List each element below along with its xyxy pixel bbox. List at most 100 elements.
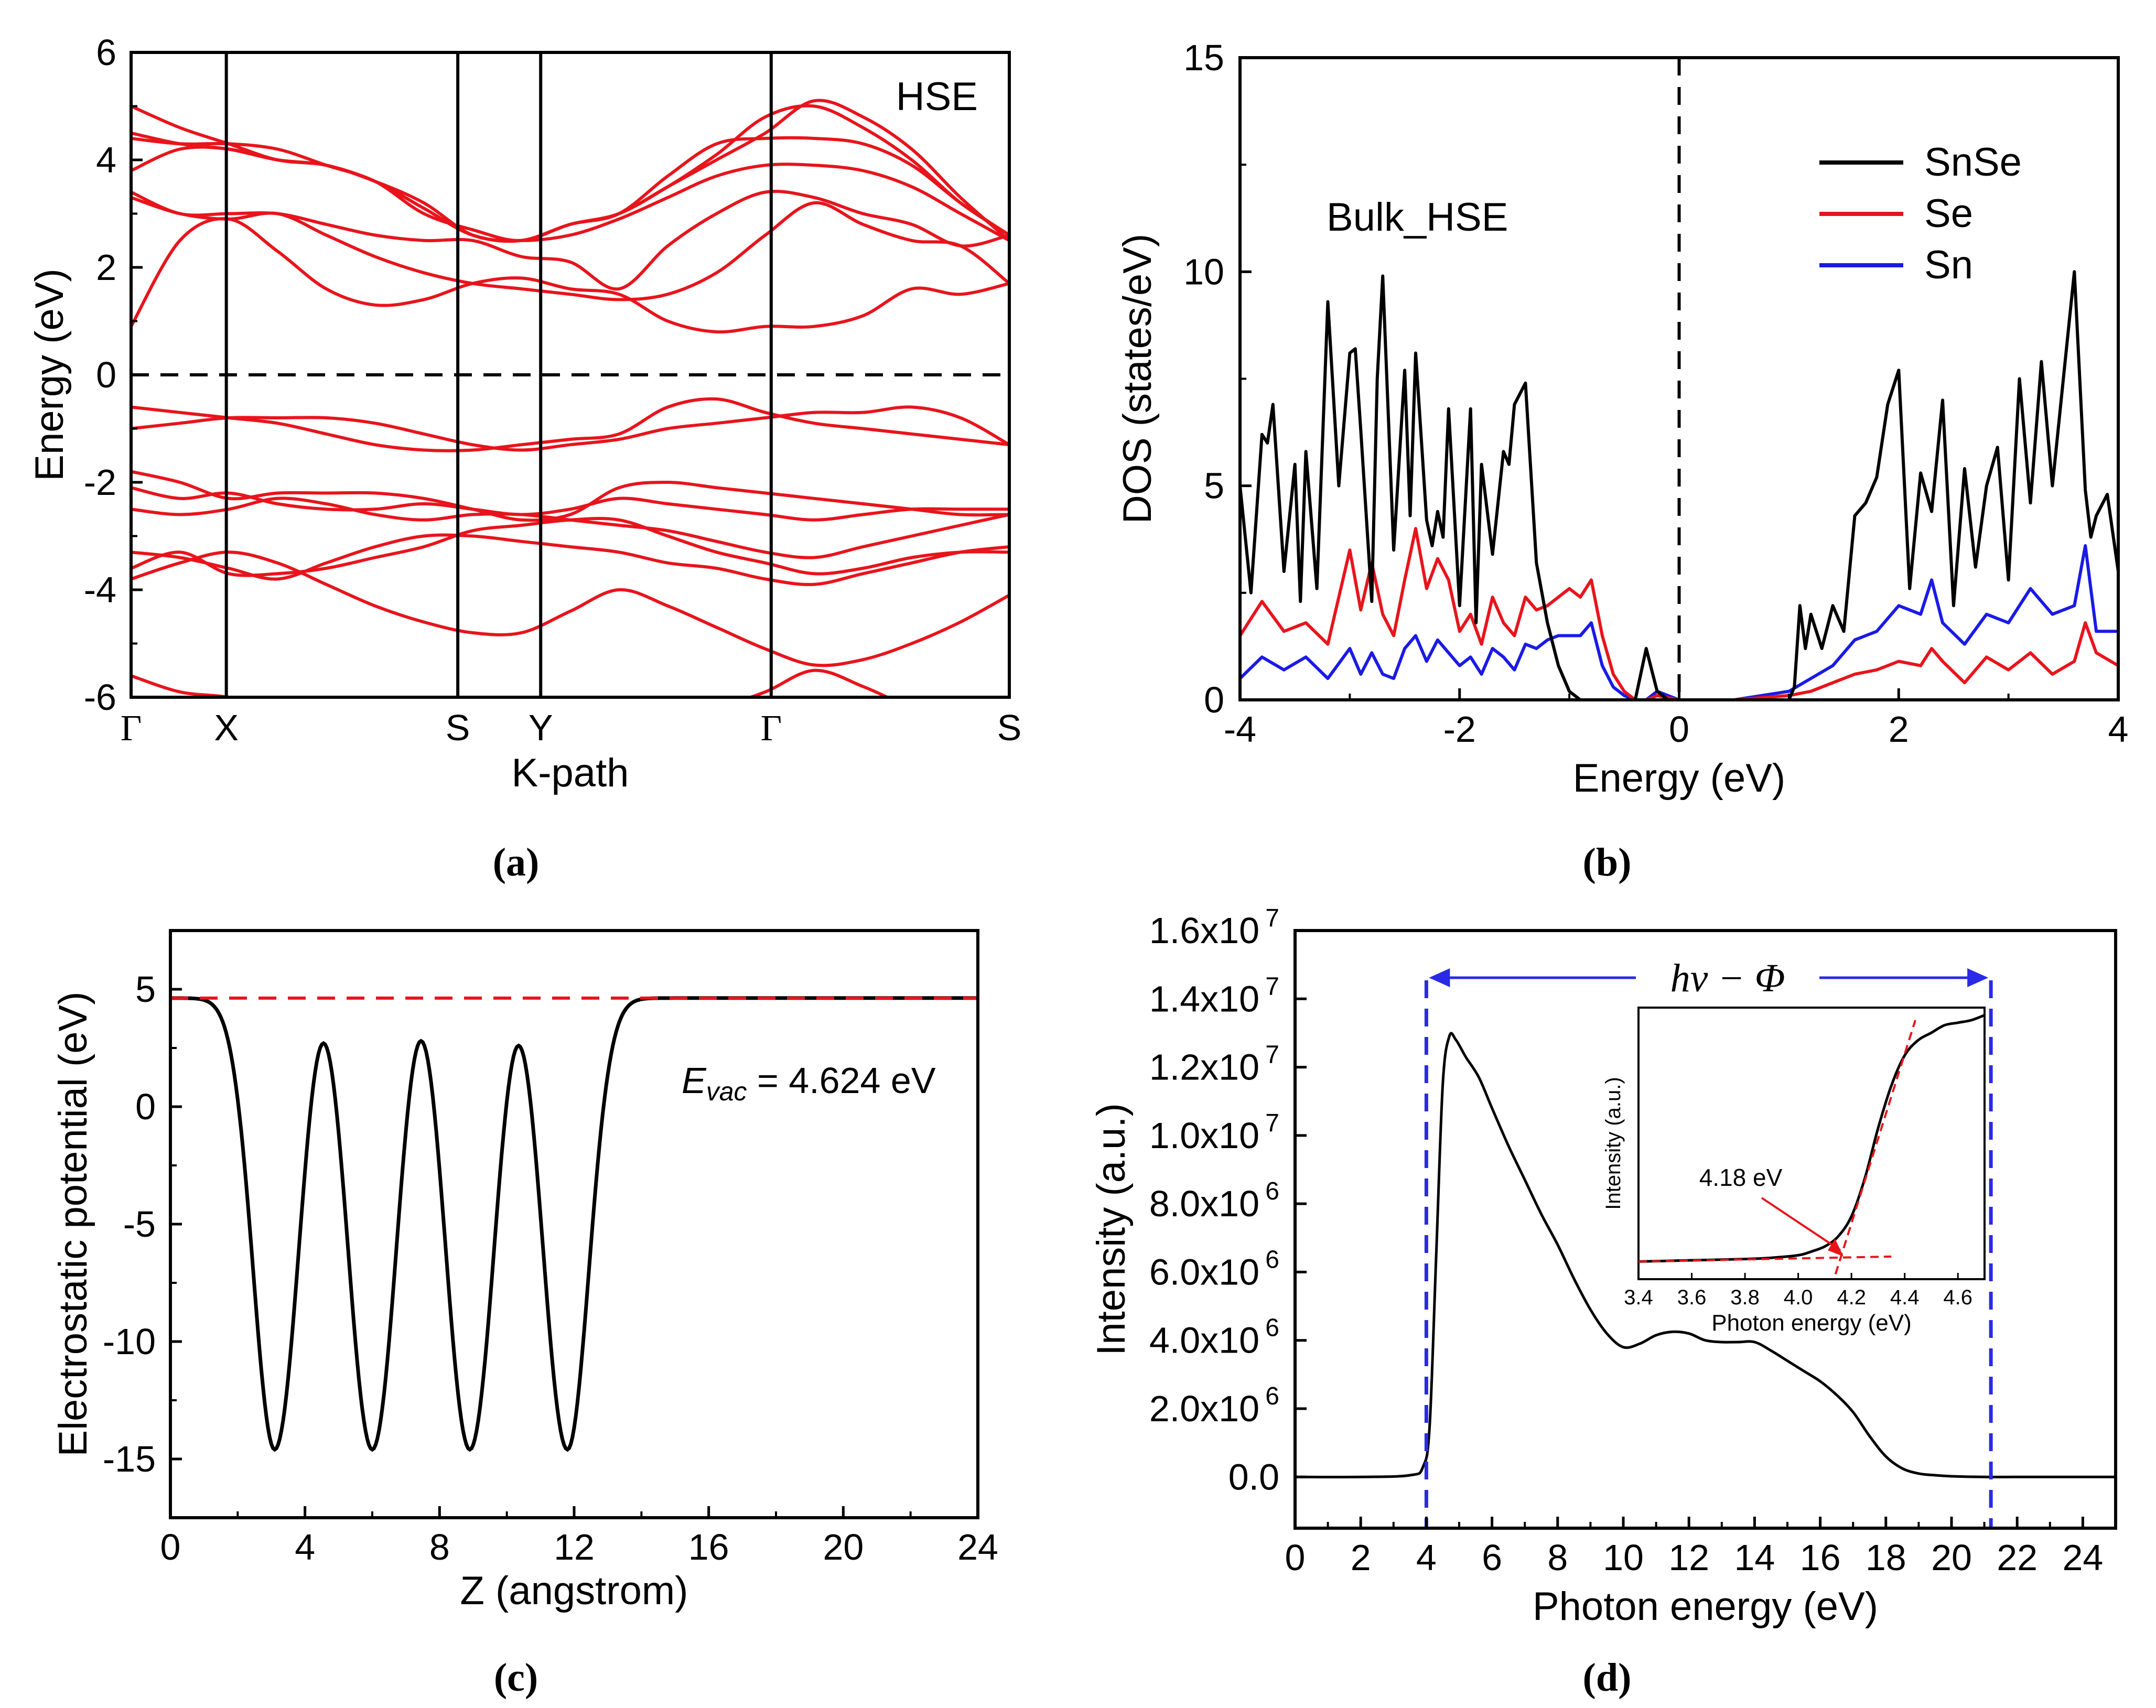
band-line-3 [131, 533, 1009, 587]
ytick-label-b: 5 [1204, 466, 1224, 506]
xtick-label-d: 10 [1603, 1537, 1644, 1578]
kpoint-label-5: S [997, 707, 1022, 748]
ytick-label-b: 15 [1183, 37, 1224, 78]
series-snse [1240, 270, 2118, 700]
ytick-label-b: 0 [1204, 679, 1224, 720]
ytick-label-d: 4.0x10 [1149, 1320, 1259, 1361]
xtick-label-c: 16 [688, 1527, 729, 1568]
xtick-label-d: 4 [1416, 1537, 1437, 1578]
legend-label-se: Se [1924, 191, 1973, 236]
inset-annotation-arrow [1761, 1197, 1841, 1251]
y-axis-title-b: DOS (states/eV) [1115, 234, 1160, 524]
xtick-label-d: 14 [1734, 1537, 1775, 1578]
band-line-4 [131, 496, 1009, 559]
band-line-7 [131, 405, 1009, 452]
panel-label-a: (a) [493, 840, 540, 884]
panel-b-dos: -4 -2 0 2 4 0 5 10 15 Energy (eV) DOS (states/eV) B… [1115, 37, 2128, 801]
inset-annotation-arrowhead [1827, 1238, 1844, 1257]
inset-y-axis-title: Intensity (a.u.) [1602, 1077, 1625, 1209]
ytick-label-d: 2.0x10 [1149, 1388, 1259, 1429]
xtick-label-d: 6 [1482, 1537, 1502, 1578]
panel-label-d: (d) [1583, 1656, 1632, 1700]
ytick-label-a: 6 [96, 32, 116, 73]
inset-baseline-fit [1638, 1255, 1892, 1263]
inset-annotation: 4.18 eV [1699, 1164, 1783, 1191]
ytick-label-a: 2 [96, 247, 116, 288]
legend-label-snse: SnSe [1924, 140, 2022, 185]
band-line-9 [131, 217, 1009, 334]
evac-symbol: E [682, 1060, 707, 1101]
ytick-exponent-d: 7 [1265, 1109, 1279, 1137]
xtick-label-d: 8 [1547, 1537, 1568, 1578]
ytick-label-c: -5 [123, 1204, 156, 1245]
ytick-label-d: 1.0x10 [1149, 1115, 1259, 1156]
inset-xtick-label: 3.4 [1624, 1286, 1653, 1309]
xtick-label-d: 18 [1866, 1537, 1906, 1578]
inset-x-axis-title: Photon energy (eV) [1711, 1310, 1912, 1336]
span-arrow-left-head [1429, 968, 1450, 987]
annotation-hse: HSE [896, 74, 978, 119]
band-line-12 [131, 145, 1009, 242]
ytick-label-d: 1.6x10 [1149, 910, 1259, 951]
ytick-label-d: 6.0x10 [1149, 1251, 1259, 1292]
xtick-label-c: 24 [957, 1527, 998, 1568]
ytick-label-c: 0 [135, 1086, 156, 1127]
xtick-label-c: 12 [554, 1527, 595, 1568]
ytick-label-d: 8.0x10 [1149, 1183, 1259, 1224]
inset-xtick-label: 4.0 [1784, 1286, 1813, 1309]
inset-edge-fit [1834, 1020, 1916, 1275]
xtick-label-d: 22 [1997, 1537, 2038, 1578]
ytick-label-a: -4 [84, 569, 116, 610]
bands-group [131, 99, 1009, 697]
xtick-label-d: 20 [1931, 1537, 1972, 1578]
annotation-bulk-hse: Bulk_HSE [1327, 195, 1508, 240]
x-axis-title-b: Energy (eV) [1573, 756, 1786, 801]
ytick-exponent-d: 6 [1265, 1382, 1279, 1410]
span-arrow-right-head [1967, 968, 1989, 987]
kpoint-label-0: Γ [121, 708, 142, 749]
ytick-exponent-d: 7 [1265, 972, 1279, 1000]
ytick-exponent-d: 7 [1265, 904, 1279, 932]
dos-series-group [1240, 270, 2118, 700]
inset-frame [1637, 1007, 1986, 1280]
annotation-evac: Evac = 4.624 eV [682, 1060, 936, 1106]
xtick-label-b: -4 [1224, 709, 1256, 750]
xtick-label-c: 0 [160, 1527, 181, 1568]
band-line-8 [131, 397, 1009, 452]
xtick-label-c: 4 [295, 1527, 315, 1568]
panel-d-frame [1293, 929, 2117, 1530]
kpoint-label-4: Γ [761, 708, 782, 749]
y-axis-title-a: Energy (eV) [27, 268, 72, 481]
ytick-exponent-d: 6 [1265, 1177, 1279, 1205]
panel-c-potential: 0 4 8 12 16 20 24 -15 -10 -5 0 5 Z (angstrom) Electro… [51, 929, 998, 1613]
inset-xtick-label: 4.2 [1837, 1286, 1866, 1309]
inset-xtick-label: 3.6 [1677, 1286, 1707, 1309]
band-line-5 [131, 486, 1009, 522]
series-se [1240, 527, 2118, 700]
ytick-label-a: -6 [84, 677, 116, 718]
ytick-label-b: 10 [1183, 251, 1224, 292]
y-axis-title-d: Intensity (a.u.) [1089, 1103, 1134, 1356]
annotation-hv-phi: hν − Φ [1670, 956, 1785, 1000]
ytick-exponent-d: 7 [1265, 1041, 1279, 1069]
inset-xtick-label: 3.8 [1730, 1286, 1760, 1309]
kpoint-label-2: S [446, 707, 470, 748]
xtick-label-b: 0 [1669, 709, 1689, 750]
inset-xtick-label: 4.6 [1943, 1286, 1972, 1309]
xtick-label-b: 2 [1889, 709, 1909, 750]
evac-subscript: vac [706, 1077, 747, 1106]
ytick-label-a: -2 [84, 462, 116, 503]
xtick-label-d: 24 [2062, 1537, 2103, 1578]
xtick-label-b: 4 [2108, 709, 2129, 750]
band-line-15 [131, 99, 1009, 243]
x-axis-title-c: Z (angstrom) [460, 1569, 688, 1613]
xtick-label-d: 0 [1285, 1537, 1306, 1578]
kpoint-label-1: X [214, 707, 239, 748]
xtick-label-d: 2 [1351, 1537, 1371, 1578]
x-axis-title-a: K-path [512, 751, 629, 795]
ytick-label-d: 0.0 [1228, 1456, 1279, 1497]
panel-label-c: (c) [494, 1656, 538, 1700]
xtick-label-d: 12 [1668, 1537, 1709, 1578]
y-axis-title-c: Electrostatic potential (eV) [51, 991, 95, 1456]
